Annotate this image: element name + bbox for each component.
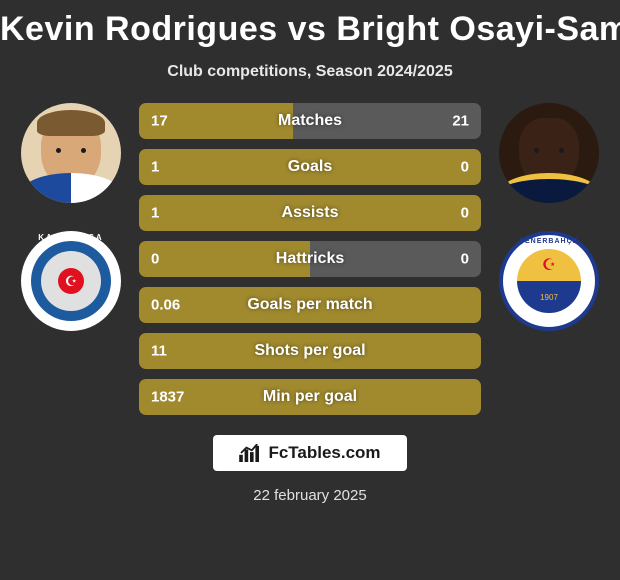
stat-value-left: 17 (151, 113, 168, 130)
stat-row: 1 0 Goals (139, 149, 481, 185)
stat-label: Matches (278, 112, 342, 130)
stat-value-left: 1837 (151, 389, 184, 406)
player-right-photo (499, 103, 599, 203)
stat-label: Shots per goal (254, 342, 365, 360)
stat-value-left: 1 (151, 205, 159, 222)
stat-label: Min per goal (263, 388, 357, 406)
date-line: 22 february 2025 (0, 487, 620, 504)
stat-value-right: 0 (461, 205, 469, 222)
stat-value-right: 0 (461, 159, 469, 176)
stat-row: 1 0 Assists (139, 195, 481, 231)
stat-value-left: 1 (151, 159, 159, 176)
stat-row: 0.06 Goals per match (139, 287, 481, 323)
brand-text: FcTables.com (268, 443, 380, 463)
stat-row: 17 21 Matches (139, 103, 481, 139)
footer: FcTables.com (0, 435, 620, 471)
stat-label: Hattricks (276, 250, 344, 268)
stat-label: Goals (288, 158, 332, 176)
brand-badge: FcTables.com (213, 435, 406, 471)
club-right-ring-text: FENERBAHÇE (503, 235, 595, 327)
left-side: KASIMPAŞA (21, 103, 121, 331)
page-title: Kevin Rodrigues vs Bright Osayi-Samuel (0, 0, 620, 49)
right-side: FENERBAHÇE ☪ 1907 (499, 103, 599, 331)
stat-value-left: 11 (151, 343, 167, 360)
stat-label: Assists (282, 204, 339, 222)
subtitle: Club competitions, Season 2024/2025 (0, 63, 620, 81)
stat-row: 11 Shots per goal (139, 333, 481, 369)
stat-bars: 17 21 Matches 1 0 Goals 1 0 Assists 0 0 Hattricks 0.… (139, 103, 481, 415)
club-left-logo: KASIMPAŞA (21, 231, 121, 331)
stat-value-left: 0 (151, 251, 159, 268)
stat-value-right: 21 (452, 113, 469, 130)
stat-row: 0 0 Hattricks (139, 241, 481, 277)
stat-row: 1837 Min per goal (139, 379, 481, 415)
stat-value-left: 0.06 (151, 297, 180, 314)
stat-value-right: 0 (461, 251, 469, 268)
stat-label: Goals per match (247, 296, 372, 314)
player-left-photo (21, 103, 121, 203)
chart-icon (239, 444, 261, 462)
club-right-logo: FENERBAHÇE ☪ 1907 (499, 231, 599, 331)
comparison-content: KASIMPAŞA 17 21 Matches 1 0 Goals 1 0 Assists 0 0 H… (0, 103, 620, 415)
